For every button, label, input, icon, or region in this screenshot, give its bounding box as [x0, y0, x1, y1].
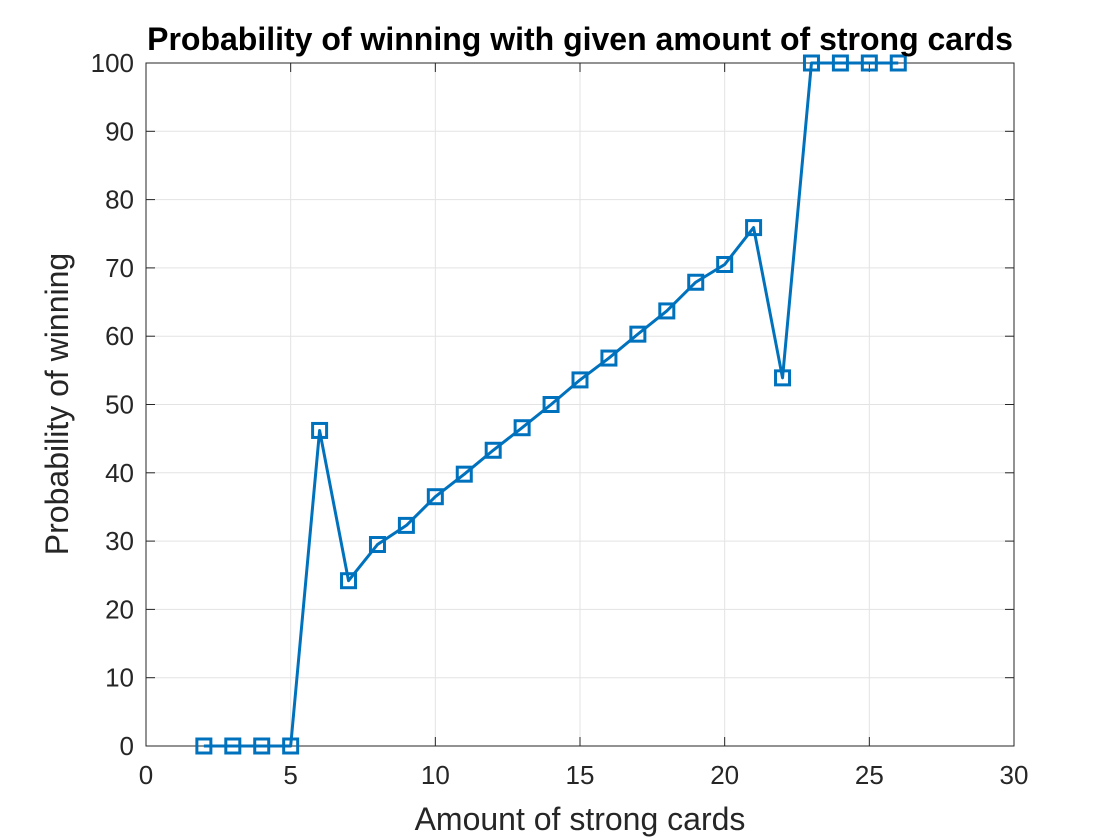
- data-point-marker: [831, 54, 849, 72]
- data-point-marker: [282, 737, 300, 755]
- x-tick-label: 30: [1000, 760, 1029, 790]
- data-point-marker: [340, 572, 358, 590]
- x-tick-label: 5: [283, 760, 297, 790]
- data-point-marker: [600, 349, 618, 367]
- data-point-marker: [774, 369, 792, 387]
- data-point-marker: [455, 465, 473, 483]
- y-tick-label: 60: [105, 321, 134, 351]
- data-point-marker: [253, 737, 271, 755]
- y-tick-label: 80: [105, 185, 134, 215]
- data-point-marker: [889, 54, 907, 72]
- x-tick-label: 20: [710, 760, 739, 790]
- data-point-marker: [368, 536, 386, 554]
- data-point-marker: [224, 737, 242, 755]
- x-tick-label: 15: [566, 760, 595, 790]
- data-point-marker: [629, 325, 647, 343]
- data-point-marker: [571, 371, 589, 389]
- y-tick-label: 30: [105, 526, 134, 556]
- y-tick-label: 90: [105, 116, 134, 146]
- data-point-marker: [397, 516, 415, 534]
- x-tick-label: 25: [855, 760, 884, 790]
- x-tick-label: 0: [139, 760, 153, 790]
- data-point-marker: [513, 419, 531, 437]
- data-point-marker: [745, 219, 763, 237]
- x-tick-label: 10: [421, 760, 450, 790]
- data-point-marker: [426, 488, 444, 506]
- y-tick-label: 10: [105, 663, 134, 693]
- y-axis-title: Probability of winning: [39, 253, 75, 555]
- data-point-marker: [860, 54, 878, 72]
- chart-title: Probability of winning with given amount…: [147, 21, 1013, 57]
- series-markers: [195, 54, 907, 755]
- y-tick-label: 20: [105, 594, 134, 624]
- x-tick-labels: 0 5 10 15 20 25 30: [139, 760, 1029, 790]
- series-line: [203, 61, 899, 748]
- data-point-marker: [311, 421, 329, 439]
- data-point-marker: [195, 737, 213, 755]
- axis-ticks: [145, 62, 1015, 747]
- y-tick-label: 70: [105, 253, 134, 283]
- data-point-marker: [484, 441, 502, 459]
- data-point-marker: [716, 255, 734, 273]
- data-point-marker: [687, 273, 705, 291]
- x-axis-title: Amount of strong cards: [415, 801, 746, 837]
- data-point-marker: [802, 54, 820, 72]
- y-tick-labels: 0 10 20 30 40 50 60 70 80 90 100: [91, 48, 134, 761]
- y-tick-label: 50: [105, 390, 134, 420]
- data-point-marker: [658, 302, 676, 320]
- data-point-marker: [542, 396, 560, 413]
- y-tick-label: 100: [91, 48, 134, 78]
- y-tick-label: 0: [120, 731, 134, 761]
- y-tick-label: 40: [105, 458, 134, 488]
